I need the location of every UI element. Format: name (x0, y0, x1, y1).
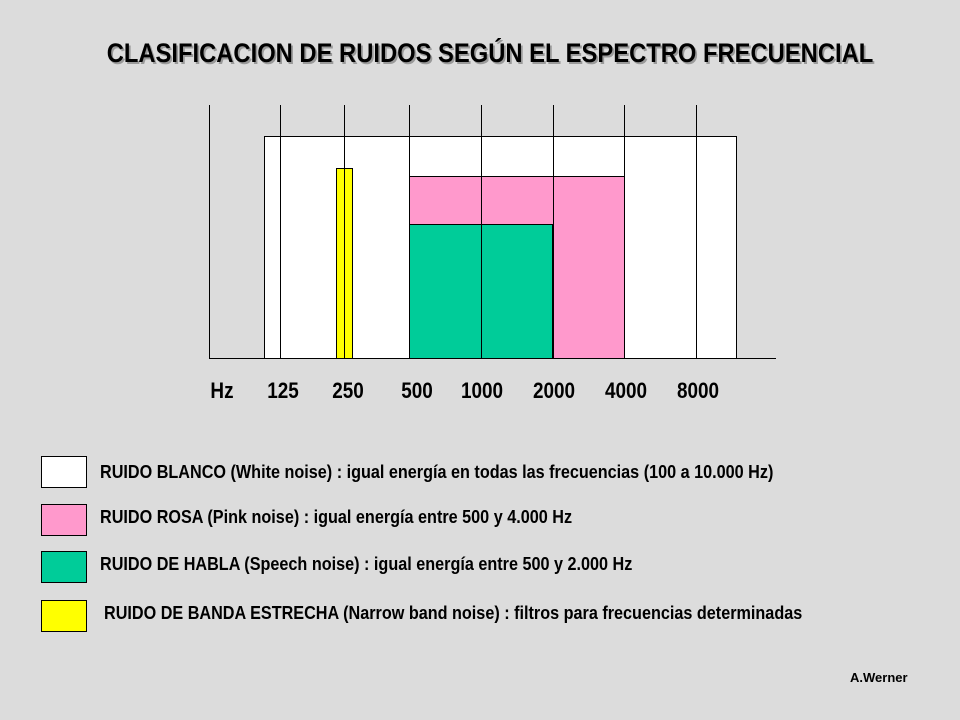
legend-item-speech-noise: RUIDO DE HABLA (Speech noise) : igual en… (0, 551, 960, 587)
gridline-125 (280, 105, 281, 359)
slide-title: CLASIFICACION DE RUIDOS SEGÚN EL ESPECTR… (106, 38, 874, 68)
legend-text-narrow-band-noise: RUIDO DE BANDA ESTRECHA (Narrow band noi… (104, 603, 803, 623)
tick-label-125: 125 (267, 378, 299, 403)
tick-label-8000: 8000 (676, 378, 720, 403)
gridline-1000 (481, 105, 482, 359)
tick-label-500: 500 (401, 378, 433, 403)
gridline-500 (409, 105, 410, 359)
axis-x-line (209, 358, 776, 359)
gridline-4000 (624, 105, 625, 359)
legend-text-speech-noise: RUIDO DE HABLA (Speech noise) : igual en… (100, 554, 633, 574)
legend-text-pink-noise: RUIDO ROSA (Pink noise) : igual energía … (100, 507, 573, 527)
gridline-8000 (696, 105, 697, 359)
tick-label-2000: 2000 (532, 378, 576, 403)
tick-label-4000: 4000 (604, 378, 648, 403)
legend-swatch-white (41, 456, 87, 488)
tick-label-1000: 1000 (460, 378, 504, 403)
author-credit: A.Werner (850, 670, 908, 685)
axis-unit-label: Hz (210, 378, 234, 403)
legend-text-white-noise: RUIDO BLANCO (White noise) : igual energ… (100, 462, 774, 482)
gridline-250 (344, 105, 345, 359)
axis-y-line (209, 105, 210, 359)
gridline-2000 (553, 105, 554, 359)
legend-item-pink-noise: RUIDO ROSA (Pink noise) : igual energía … (0, 504, 960, 540)
tick-label-250: 250 (332, 378, 364, 403)
legend-item-white-noise: RUIDO BLANCO (White noise) : igual energ… (0, 456, 960, 492)
legend-item-narrow-band-noise: RUIDO DE BANDA ESTRECHA (Narrow band noi… (0, 600, 960, 636)
legend-swatch-yellow (41, 600, 87, 632)
legend-swatch-green (41, 551, 87, 583)
legend-swatch-pink (41, 504, 87, 536)
